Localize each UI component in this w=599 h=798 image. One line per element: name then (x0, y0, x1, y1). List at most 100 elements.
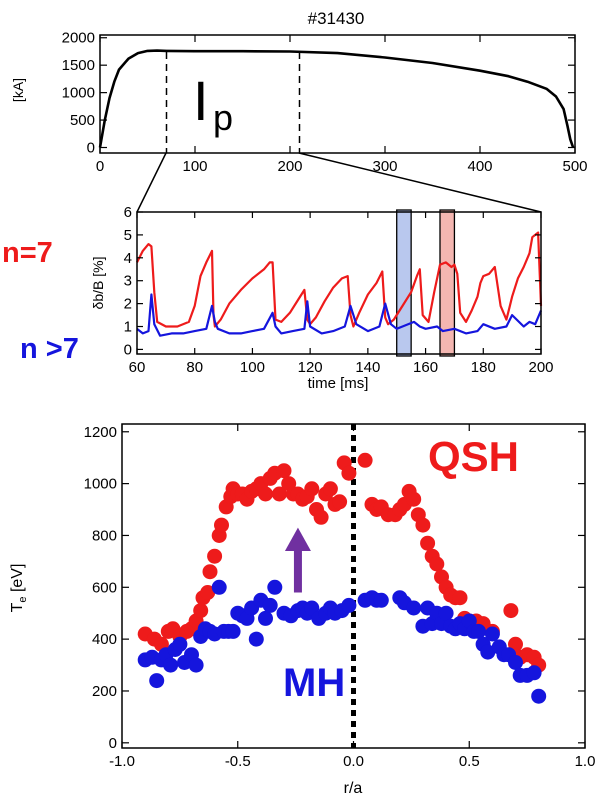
qsh-point (332, 494, 348, 510)
qsh-label: QSH (428, 433, 519, 480)
db-ytick-label: 4 (124, 250, 132, 267)
db-xtick-label: 120 (298, 359, 323, 376)
ip-ytick-label: 500 (70, 112, 95, 129)
mh-point (211, 579, 227, 595)
ip-label-subscript: p (213, 97, 233, 138)
zoom-connector-right (298, 152, 542, 213)
highlight-window (439, 209, 456, 357)
te-ytick-label: 200 (92, 683, 117, 700)
mh-point (248, 631, 264, 647)
db-xtick-label: 180 (471, 359, 496, 376)
te-xtick-label: 0.5 (459, 753, 480, 770)
mh-point (484, 626, 500, 642)
mh-label: MH (283, 661, 345, 705)
ip-xtick-label: 500 (562, 158, 587, 175)
mh-point (262, 597, 278, 613)
qsh-point (214, 517, 229, 533)
qsh-point (193, 603, 209, 619)
qsh-point (322, 481, 338, 497)
ip-xtick-label: 200 (277, 158, 302, 175)
qsh-point (202, 564, 218, 580)
te-ytick-label: 1000 (84, 476, 117, 493)
ip-ytick-label: 1500 (62, 57, 95, 74)
mh-point (172, 636, 188, 652)
ip-label: I (193, 69, 209, 132)
qsh-point (406, 491, 422, 507)
db-ytick-label: 2 (124, 296, 132, 313)
te-ylabel-unit: [eV] (9, 564, 26, 597)
db-xtick-label: 100 (240, 359, 265, 376)
mh-point (508, 655, 523, 670)
highlight-window (396, 209, 412, 357)
ip-trace (98, 49, 575, 148)
n7-label: n=7 (2, 237, 53, 269)
mh-point (188, 657, 204, 673)
mh-point (225, 623, 241, 639)
te-ylabel-sub: e (17, 597, 29, 603)
te-ylabel-main: T (9, 602, 26, 612)
qsh-point (503, 603, 519, 619)
mh-point (258, 610, 273, 626)
db-plot-frame (136, 211, 542, 355)
ngt7-trace (136, 293, 543, 337)
qsh-point (420, 535, 436, 551)
increase-arrow-head (284, 527, 311, 552)
te-xtick-label: -0.5 (225, 753, 251, 770)
mh-point (406, 600, 422, 616)
plasma-current-panel: #31430 [kA] 0 100 200 300 400 500 0 500 1000 1500… (10, 9, 588, 175)
te-ytick-label: 0 (109, 735, 117, 752)
te-profile-panel: Te [eV] r/a -1.0 -0.5 0.0 0.5 1.0 0 200 400 600 8… (9, 423, 596, 797)
zoom-connector-left (136, 152, 167, 213)
ra-xlabel: r/a (344, 780, 363, 797)
db-ytick-label: 6 (124, 204, 132, 221)
ip-ytick-label: 0 (87, 140, 95, 157)
db-xtick-label: 200 (528, 359, 553, 376)
qsh-point (276, 463, 292, 479)
qsh-point (304, 481, 320, 497)
db-xtick-label: 140 (355, 359, 380, 376)
qsh-point (429, 556, 445, 572)
db-ytick-label: 5 (124, 227, 132, 244)
qsh-point (313, 509, 329, 525)
mh-point (480, 644, 496, 660)
mh-point (163, 657, 179, 673)
db-xtick-label: 60 (129, 359, 146, 376)
mh-point (531, 688, 547, 704)
te-ytick-label: 1200 (84, 424, 117, 441)
ip-xtick-label: 100 (182, 158, 207, 175)
time-xlabel: time [ms] (308, 375, 369, 392)
mh-point (526, 665, 542, 681)
qsh-point (258, 486, 273, 502)
n7-trace (136, 231, 543, 328)
shot-title: #31430 (308, 9, 365, 28)
ip-plot-frame (99, 34, 576, 154)
ip-ylabel: [kA] (10, 78, 26, 102)
mode-amplitude-panel: n=7 n >7 δb/B [%] time [ms] 60 80 100 120 14… (2, 204, 554, 392)
mh-point (438, 605, 454, 621)
te-xtick-label: -1.0 (109, 753, 135, 770)
qsh-point (452, 590, 468, 606)
db-ytick-label: 0 (124, 341, 132, 358)
db-ylabel: δb/B [%] (90, 257, 106, 310)
mh-point (149, 673, 165, 689)
te-xtick-label: 1.0 (575, 753, 596, 770)
ip-xtick-label: 300 (372, 158, 397, 175)
mh-point (471, 623, 486, 639)
ip-xtick-label: 0 (96, 158, 104, 175)
qsh-point (200, 585, 216, 600)
qsh-point (271, 486, 287, 502)
qsh-point (357, 452, 373, 468)
te-plot-frame (121, 423, 586, 749)
qsh-point (341, 465, 357, 481)
db-ytick-label: 1 (124, 319, 132, 336)
te-ytick-label: 800 (92, 527, 117, 544)
ip-ytick-label: 2000 (62, 30, 95, 47)
ip-ytick-label: 1000 (62, 85, 95, 102)
db-xtick-label: 160 (413, 359, 438, 376)
te-xtick-label: 0.0 (343, 753, 364, 770)
qsh-point (207, 548, 223, 564)
mh-point (267, 579, 283, 595)
te-ylabel: Te [eV] (9, 564, 29, 613)
db-ytick-label: 3 (124, 273, 132, 290)
